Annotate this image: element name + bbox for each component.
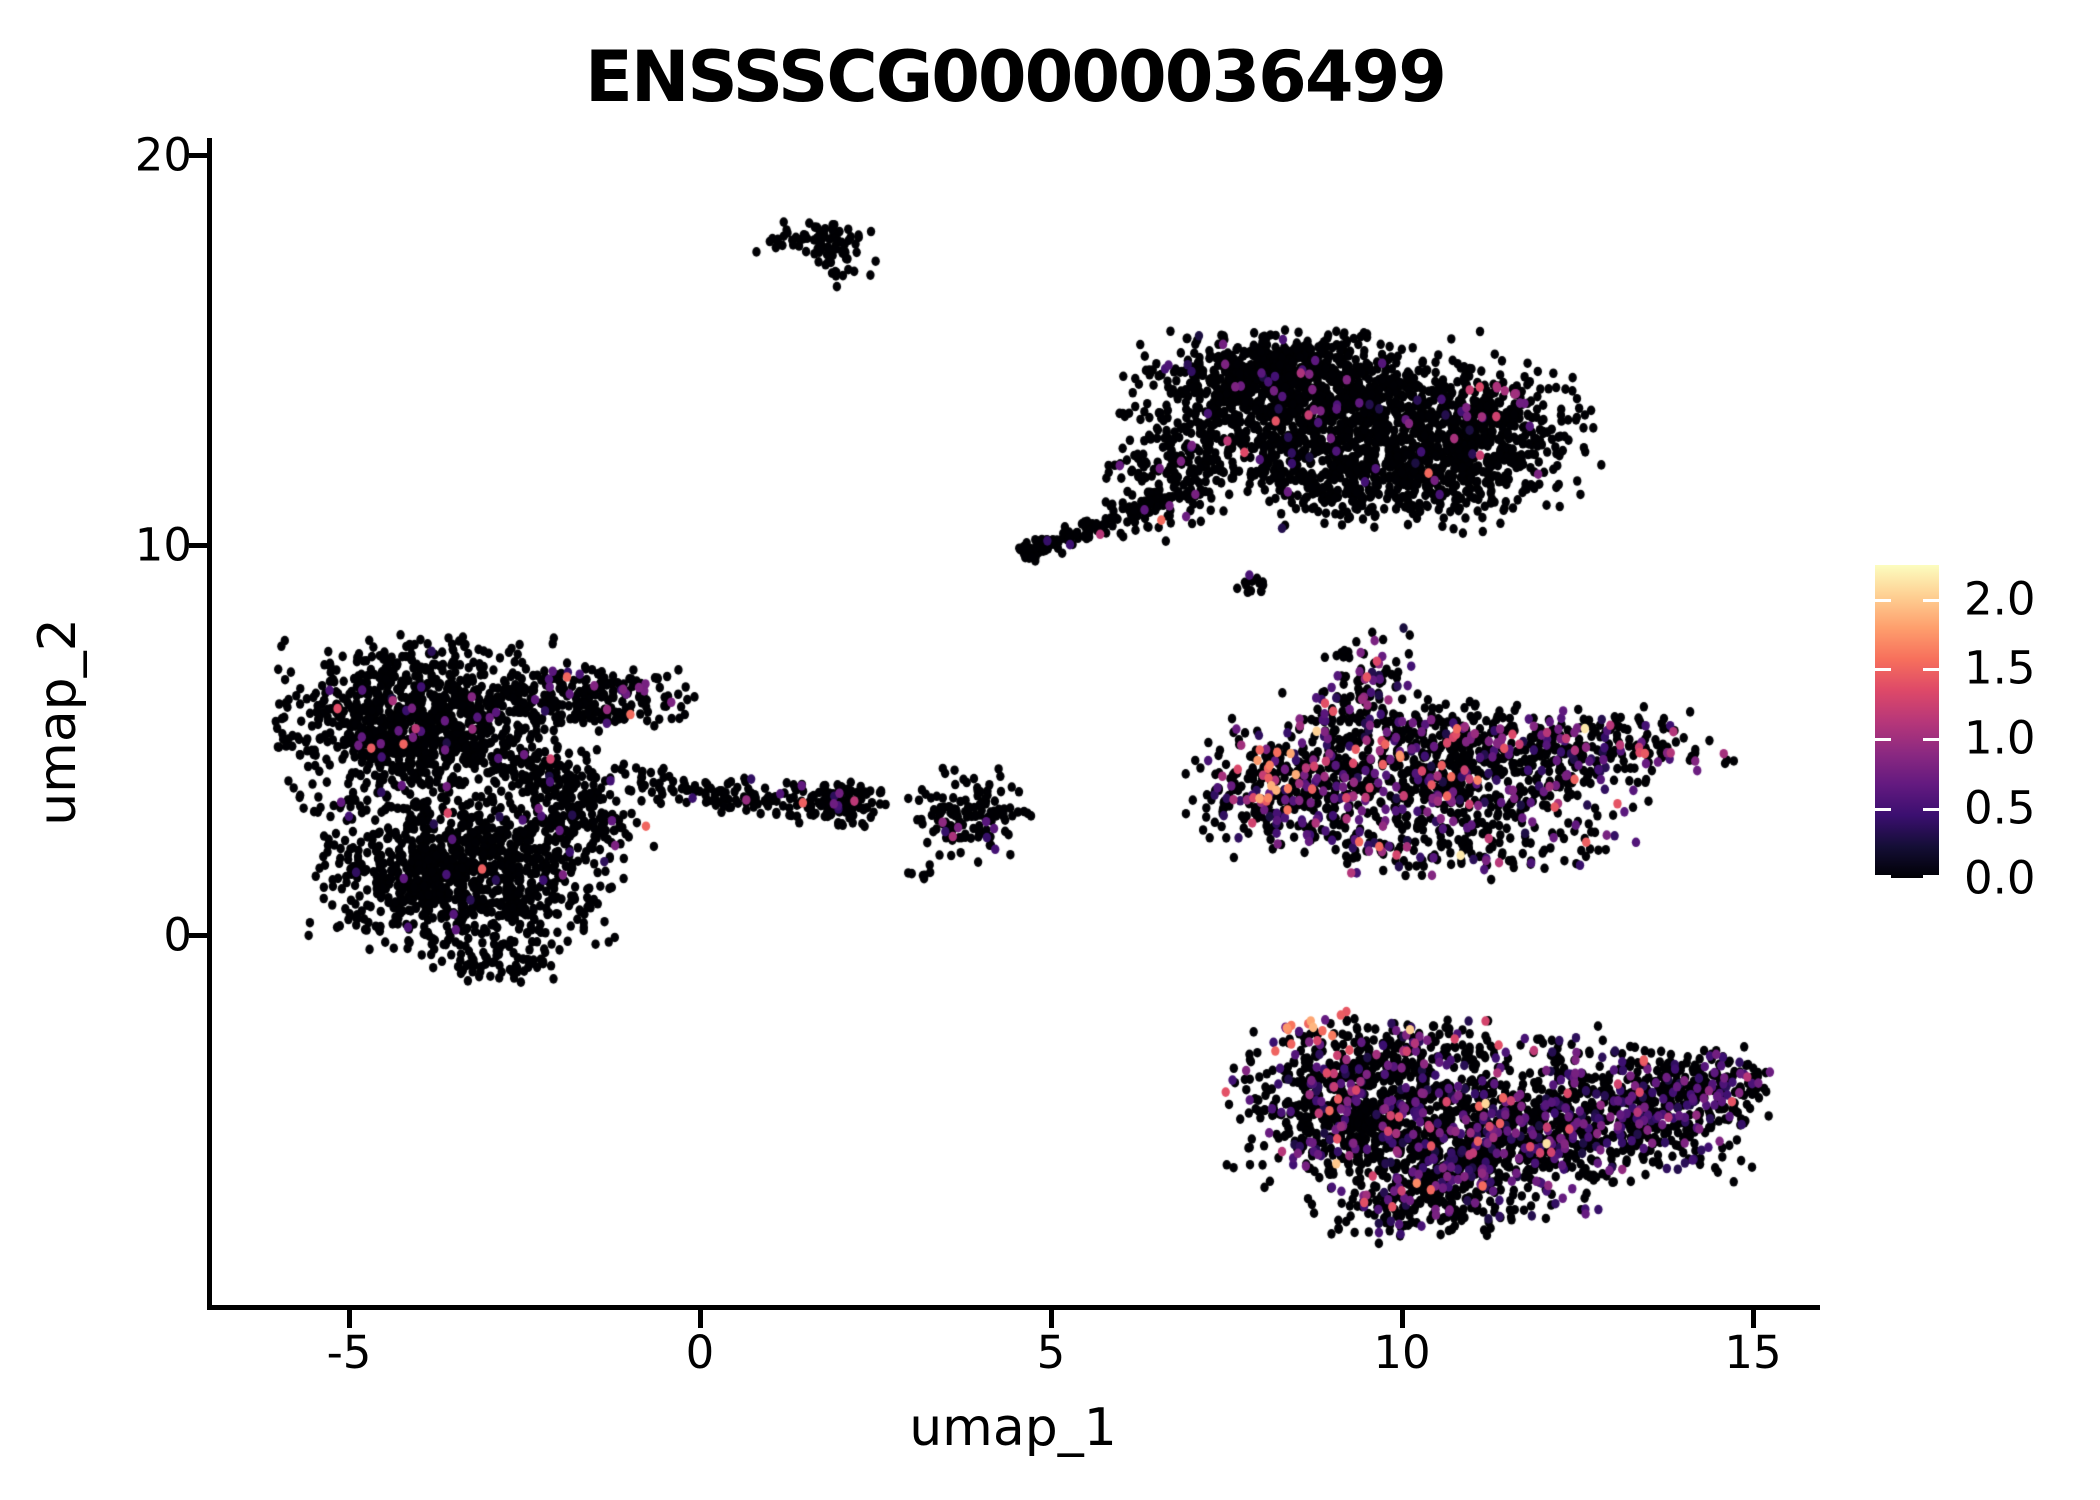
x-axis-tick-label: 0 bbox=[685, 1326, 715, 1379]
colorbar-tick-label: 1.0 bbox=[1964, 711, 2036, 765]
colorbar-tick-mark bbox=[1875, 875, 1891, 878]
colorbar-tick-label: 1.5 bbox=[1964, 641, 2036, 695]
colorbar-tick-mark bbox=[1923, 598, 1939, 602]
colorbar-tick-mark bbox=[1923, 875, 1939, 878]
y-axis-line bbox=[207, 138, 212, 1310]
y-axis-tick-label: 20 bbox=[134, 128, 192, 182]
y-axis-tick-mark bbox=[189, 932, 207, 938]
colorbar-tick-mark bbox=[1875, 808, 1891, 812]
colorbar-tick-label: 2.0 bbox=[1964, 572, 2036, 626]
colorbar-tick-mark bbox=[1923, 668, 1939, 672]
x-axis-tick-mark bbox=[1048, 1310, 1054, 1328]
x-axis-tick-label: 5 bbox=[1036, 1326, 1066, 1379]
y-axis-tick-mark bbox=[189, 542, 207, 548]
x-axis-tick-mark bbox=[697, 1310, 703, 1328]
y-axis-tick-label: 0 bbox=[163, 908, 192, 962]
plot-title: ENSSSCG00000036499 bbox=[585, 36, 1447, 118]
colorbar-tick-mark bbox=[1875, 738, 1891, 742]
x-axis-tick-label: -5 bbox=[326, 1326, 372, 1379]
x-axis-title: umap_1 bbox=[909, 1398, 1117, 1458]
y-axis-title: umap_2 bbox=[28, 618, 88, 826]
x-axis-tick-label: 15 bbox=[1724, 1326, 1782, 1379]
colorbar-tick-mark bbox=[1875, 598, 1891, 602]
colorbar-tick-label: 0.0 bbox=[1964, 851, 2036, 905]
x-axis-line bbox=[207, 1305, 1820, 1310]
y-axis-tick-label: 10 bbox=[134, 518, 192, 572]
x-axis-tick-label: 10 bbox=[1373, 1326, 1431, 1379]
x-axis-tick-mark bbox=[346, 1310, 352, 1328]
x-axis-tick-mark bbox=[1750, 1310, 1756, 1328]
colorbar-tick-mark bbox=[1923, 738, 1939, 742]
colorbar-tick-mark bbox=[1923, 808, 1939, 812]
x-axis-tick-mark bbox=[1399, 1310, 1405, 1328]
colorbar-tick-mark bbox=[1875, 668, 1891, 672]
colorbar-gradient bbox=[1875, 565, 1939, 878]
colorbar-tick-label: 0.5 bbox=[1964, 781, 2036, 835]
y-axis-tick-mark bbox=[189, 152, 207, 158]
